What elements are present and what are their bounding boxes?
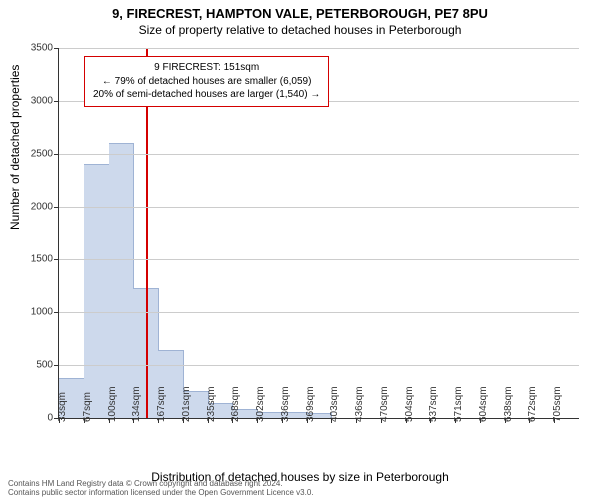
annotation-line2: ← 79% of detached houses are smaller (6,… bbox=[93, 75, 320, 89]
ytick-label: 2500 bbox=[31, 148, 59, 159]
ytick-label: 500 bbox=[36, 360, 59, 371]
annotation-box: 9 FIRECREST: 151sqm ← 79% of detached ho… bbox=[84, 56, 329, 107]
xtick-label: 336sqm bbox=[280, 386, 291, 422]
ytick-label: 3500 bbox=[31, 43, 59, 54]
ytick-label: 1000 bbox=[31, 307, 59, 318]
xtick-label: 504sqm bbox=[404, 386, 415, 422]
xtick-label: 235sqm bbox=[206, 386, 217, 422]
chart-subtitle: Size of property relative to detached ho… bbox=[0, 23, 600, 37]
xtick-label: 67sqm bbox=[82, 392, 93, 422]
gridline bbox=[59, 259, 579, 260]
xtick-label: 167sqm bbox=[156, 386, 167, 422]
gridline bbox=[59, 154, 579, 155]
histogram-bar bbox=[84, 164, 110, 418]
footer-line2: Contains public sector information licen… bbox=[8, 489, 314, 498]
gridline bbox=[59, 48, 579, 49]
ytick-label: 2000 bbox=[31, 201, 59, 212]
chart-title: 9, FIRECREST, HAMPTON VALE, PETERBOROUGH… bbox=[0, 6, 600, 21]
y-axis-label: Number of detached properties bbox=[8, 65, 22, 230]
xtick-label: 537sqm bbox=[428, 386, 439, 422]
xtick-label: 571sqm bbox=[453, 386, 464, 422]
xtick-label: 201sqm bbox=[181, 386, 192, 422]
xtick-label: 705sqm bbox=[552, 386, 563, 422]
xtick-label: 302sqm bbox=[255, 386, 266, 422]
xtick-label: 604sqm bbox=[478, 386, 489, 422]
footer-attribution: Contains HM Land Registry data © Crown c… bbox=[8, 480, 314, 498]
xtick-label: 436sqm bbox=[354, 386, 365, 422]
histogram-bar bbox=[109, 143, 135, 418]
gridline bbox=[59, 312, 579, 313]
annotation-line1: 9 FIRECREST: 151sqm bbox=[93, 61, 320, 75]
xtick-label: 100sqm bbox=[107, 386, 118, 422]
xtick-label: 134sqm bbox=[131, 386, 142, 422]
xtick-label: 268sqm bbox=[230, 386, 241, 422]
ytick-label: 3000 bbox=[31, 95, 59, 106]
xtick-label: 369sqm bbox=[305, 386, 316, 422]
gridline bbox=[59, 365, 579, 366]
ytick-label: 1500 bbox=[31, 254, 59, 265]
annotation-line3: 20% of semi-detached houses are larger (… bbox=[93, 88, 320, 102]
xtick-label: 33sqm bbox=[57, 392, 68, 422]
xtick-label: 470sqm bbox=[379, 386, 390, 422]
xtick-label: 638sqm bbox=[503, 386, 514, 422]
gridline bbox=[59, 207, 579, 208]
title-block: 9, FIRECREST, HAMPTON VALE, PETERBOROUGH… bbox=[0, 0, 600, 37]
xtick-label: 672sqm bbox=[527, 386, 538, 422]
chart-container: 9, FIRECREST, HAMPTON VALE, PETERBOROUGH… bbox=[0, 0, 600, 500]
xtick-label: 403sqm bbox=[329, 386, 340, 422]
